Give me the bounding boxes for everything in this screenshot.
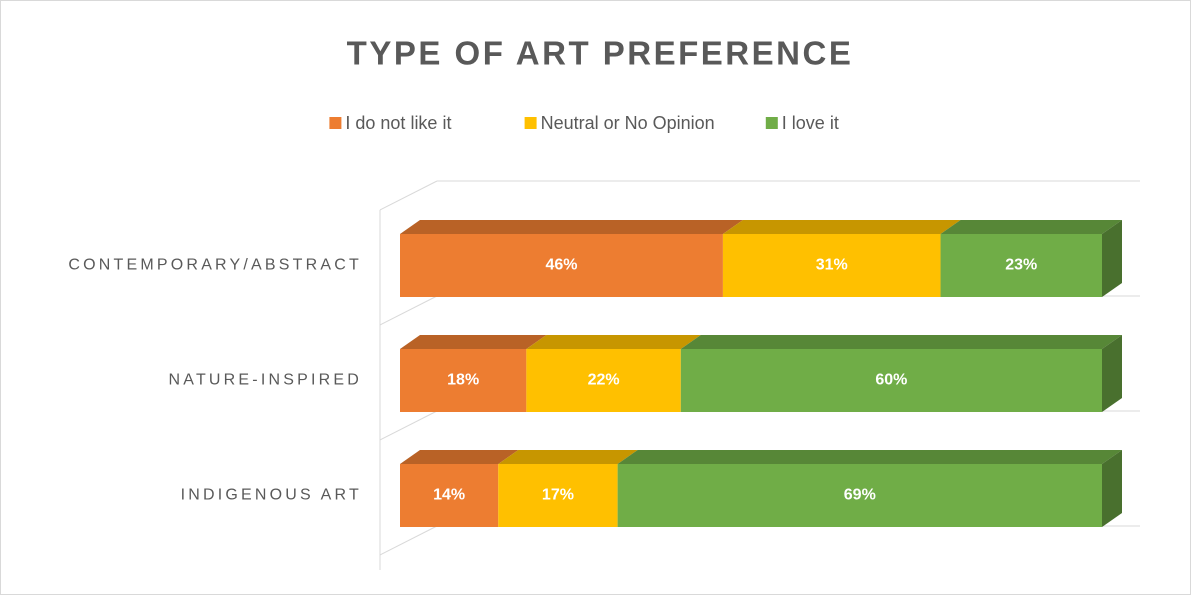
value-label: 22% (588, 372, 620, 389)
value-label: 23% (1005, 257, 1037, 274)
value-label: 31% (816, 257, 848, 274)
bar-segment (722, 220, 961, 297)
category-label: NATURE-INSPIRED (169, 372, 363, 389)
legend-label: Neutral or No Opinion (541, 113, 715, 133)
legend-item: I do not like it (329, 113, 451, 133)
walls (379, 180, 1140, 570)
bar-front (498, 464, 618, 527)
bar-top (400, 335, 547, 349)
bar-top (680, 335, 1122, 349)
bar-top (526, 335, 701, 349)
legend-swatch (524, 117, 537, 129)
legend-swatch (329, 117, 342, 129)
bar-top (400, 220, 743, 234)
bar-front (680, 349, 1102, 412)
bar-top (722, 220, 961, 234)
value-label: 69% (844, 487, 876, 504)
legend-label: I do not like it (345, 113, 451, 133)
value-label: 60% (875, 372, 907, 389)
category-label: CONTEMPORARY/ABSTRACT (68, 257, 362, 274)
bar-front (400, 234, 723, 297)
bar-front (526, 349, 681, 412)
value-label: 18% (447, 372, 479, 389)
bar-top (617, 450, 1122, 464)
bar-segment (400, 450, 519, 527)
bar-segment (940, 220, 1122, 297)
bar-front (400, 349, 527, 412)
bar-front (722, 234, 941, 297)
bar-side (1102, 335, 1122, 412)
bar-front (617, 464, 1102, 527)
bar-top (940, 220, 1122, 234)
legend-swatch (765, 117, 778, 129)
bar-top (498, 450, 638, 464)
bar-side (1102, 450, 1122, 527)
value-label: 46% (545, 257, 577, 274)
bar-segment (526, 335, 701, 412)
bar-front (400, 464, 499, 527)
legend-label: I love it (782, 113, 839, 133)
bar-segment (400, 220, 743, 297)
category-label: INDIGENOUS ART (181, 487, 362, 504)
value-label: 14% (433, 487, 465, 504)
chart-title: TYPE OF ART PREFERENCE (347, 35, 854, 72)
legend-item: Neutral or No Opinion (524, 113, 715, 133)
bar-segment (617, 450, 1122, 527)
bar-top (400, 450, 519, 464)
bar-front (940, 234, 1102, 297)
bar-side (1102, 220, 1122, 297)
bar-segment (498, 450, 638, 527)
bar-segment (400, 335, 547, 412)
legend-item: I love it (765, 113, 839, 133)
bar-segment (680, 335, 1122, 412)
value-label: 17% (542, 487, 574, 504)
